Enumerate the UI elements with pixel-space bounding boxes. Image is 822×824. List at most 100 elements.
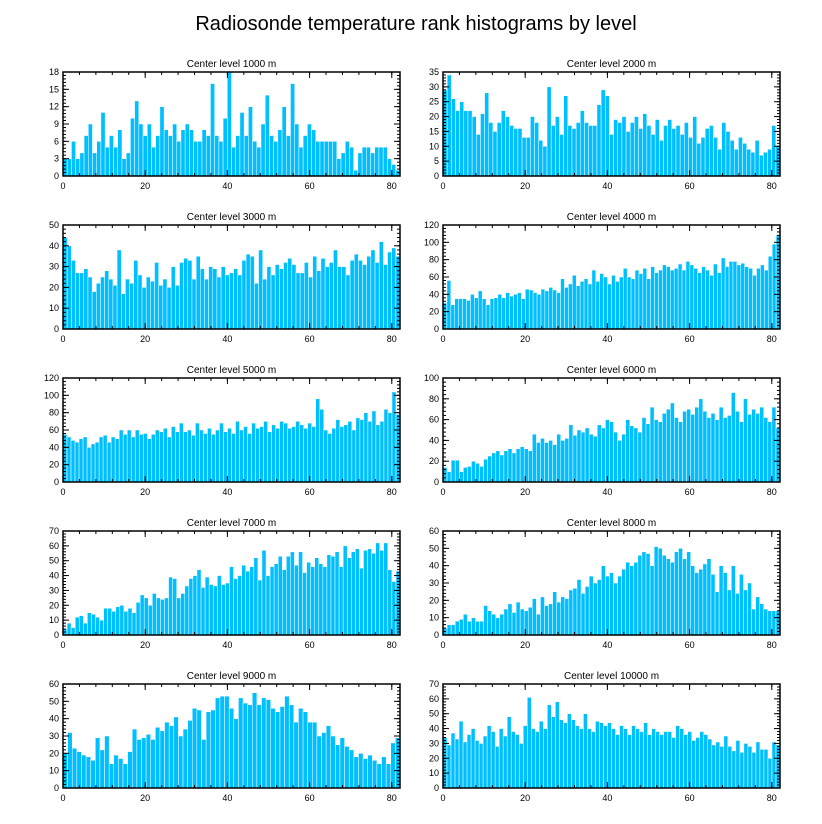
bar	[224, 695, 230, 789]
bar	[99, 619, 104, 636]
bar	[667, 731, 672, 789]
bar	[540, 596, 545, 636]
bar	[103, 608, 108, 636]
y-tick-label: 0	[434, 783, 439, 793]
bar	[518, 743, 524, 789]
bar	[249, 566, 255, 636]
bar	[627, 734, 632, 789]
bar	[94, 441, 100, 483]
bar	[694, 572, 700, 636]
bar	[109, 135, 114, 177]
x-tick-label: 80	[387, 487, 397, 497]
bar	[667, 119, 673, 177]
bar	[771, 741, 777, 789]
bar	[454, 620, 460, 636]
bar	[298, 708, 304, 789]
y-tick-label: 15	[49, 84, 59, 94]
bar	[615, 281, 620, 330]
bar	[548, 287, 553, 330]
bar	[277, 129, 283, 177]
bar	[361, 146, 367, 177]
bar	[87, 612, 92, 636]
bar	[767, 610, 773, 636]
bar	[266, 266, 272, 330]
y-tick-label: 35	[429, 67, 439, 77]
bar	[705, 269, 710, 330]
bar	[264, 94, 270, 177]
bar	[104, 146, 110, 177]
bar	[479, 466, 484, 483]
bar	[571, 719, 576, 789]
bar	[196, 709, 202, 789]
bar	[67, 732, 73, 789]
bar	[611, 275, 616, 330]
bar	[235, 135, 241, 177]
x-tick-label: 60	[685, 334, 695, 344]
bar	[261, 697, 267, 789]
bar	[277, 556, 283, 636]
figure-title: Radiosonde temperature rank histograms b…	[195, 13, 636, 35]
bar	[129, 282, 134, 330]
y-tick-label: 50	[49, 696, 59, 706]
bar	[134, 100, 140, 177]
bar	[218, 141, 224, 177]
bar	[391, 391, 397, 483]
bar	[96, 282, 101, 330]
bar	[583, 713, 588, 789]
x-tick-label: 20	[520, 487, 530, 497]
bar	[362, 758, 368, 789]
bar	[355, 548, 360, 636]
bar	[595, 281, 600, 330]
bar	[172, 578, 177, 636]
bar	[381, 756, 387, 789]
bar	[684, 122, 689, 177]
bar	[241, 260, 247, 330]
bar	[499, 613, 505, 636]
bar	[88, 123, 93, 177]
panel-10: Center level 10000 m 0 20 40 60 80 0 10 20 30 40 50…	[429, 671, 781, 803]
bar	[383, 542, 389, 636]
bar	[223, 431, 228, 483]
bar	[506, 716, 512, 789]
bar	[156, 597, 161, 636]
bar	[113, 146, 119, 177]
bar	[599, 273, 604, 330]
y-tick-label: 20	[429, 307, 439, 317]
bar	[142, 433, 148, 483]
bar	[485, 304, 491, 330]
bar	[530, 116, 535, 177]
bar	[148, 605, 153, 636]
bar	[267, 431, 272, 483]
panel-4: Center level 4000 m 0 20 40 60 80 0 20 40 60 80 100…	[424, 212, 781, 344]
bar	[643, 722, 648, 789]
bar	[196, 569, 202, 636]
bar	[532, 598, 537, 636]
bar	[228, 708, 235, 789]
bar	[353, 253, 359, 330]
bar	[110, 436, 116, 483]
bar	[374, 262, 380, 330]
bar	[329, 262, 334, 330]
bar	[510, 731, 516, 789]
bar	[290, 551, 295, 636]
bar	[173, 716, 179, 789]
bar	[311, 129, 317, 177]
x-tick-label: 20	[140, 793, 150, 803]
bar	[96, 141, 102, 177]
bar	[583, 278, 589, 330]
x-tick-label: 20	[520, 793, 530, 803]
bar	[587, 728, 592, 789]
bar	[210, 83, 215, 177]
bar	[767, 421, 773, 483]
bar	[233, 718, 239, 789]
bar	[115, 606, 121, 636]
bar	[176, 597, 181, 636]
bar	[502, 735, 508, 789]
x-tick-label: 40	[222, 640, 232, 650]
panel-title: Center level 4000 m	[567, 212, 657, 223]
x-tick-label: 20	[520, 640, 530, 650]
bar	[617, 122, 623, 177]
y-tick-label: 30	[49, 731, 59, 741]
bar	[147, 438, 152, 483]
bar	[217, 575, 222, 636]
